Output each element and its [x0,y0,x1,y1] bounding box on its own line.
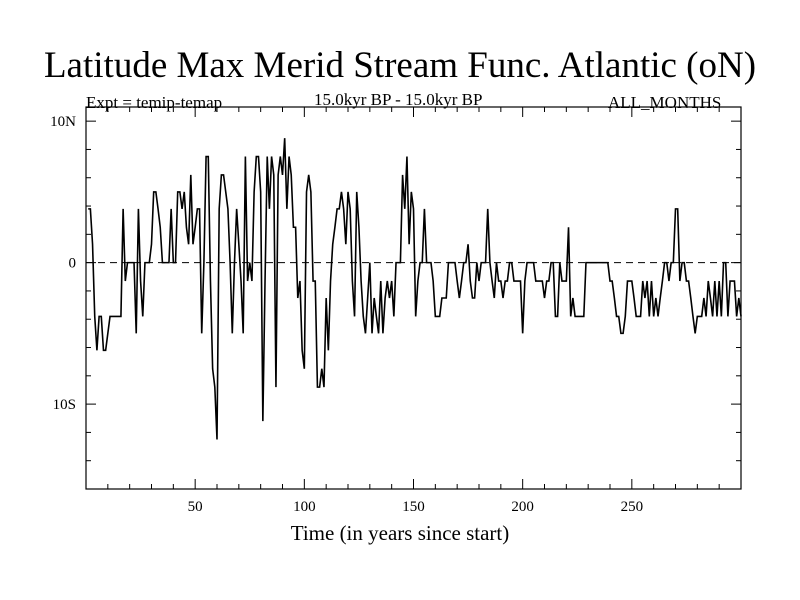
y-tick-label: 10N [50,114,76,130]
x-tick-label: 100 [293,499,316,515]
tick-layer [86,107,741,490]
tick-label-layer: 50 100 150 200 250 10N 0 10S [50,114,643,515]
period-label: 15.0kyr BP - 15.0kyr BP [314,90,483,109]
x-tick-label: 200 [511,499,534,515]
y-tick-label: 0 [69,256,77,272]
x-tick-label: 250 [621,499,644,515]
series-line [88,138,742,440]
chart-title: Latitude Max Merid Stream Func. Atlantic… [43,45,757,86]
x-tick-label: 150 [402,499,425,515]
y-tick-label: 10S [53,397,76,413]
x-axis-label: Time (in years since start) [290,521,510,545]
x-tick-label: 50 [188,499,203,515]
plot-frame [85,106,742,490]
